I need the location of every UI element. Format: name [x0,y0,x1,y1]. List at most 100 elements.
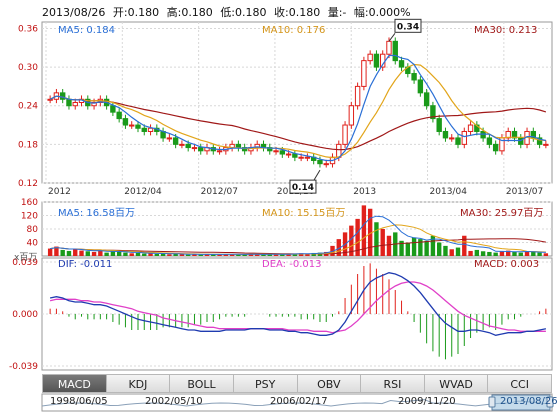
volume-bar [116,251,122,256]
volume-bar [60,249,65,256]
price-candle [191,147,198,150]
macd-dif-line [49,272,547,336]
volume-bar [405,242,411,256]
volume-y-tick: 120 [21,212,38,222]
price-y-tick: 0.18 [18,140,38,150]
volume-y-tick: 40 [27,239,39,249]
volume-bar [123,252,128,256]
volume-bar [374,222,379,256]
tab-psy[interactable]: PSY [233,374,298,393]
price-candle [172,137,179,145]
tab-kdj[interactable]: KDJ [106,374,171,393]
volume-bar [204,254,210,256]
price-candle [486,137,493,145]
volume-bar [248,253,254,256]
navigator-date-1: 1998/06/05 [50,396,108,407]
volume-bar [280,253,285,256]
price-ma5-legend: MA5: 0.184 [58,25,116,36]
price-candle [430,105,436,120]
volume-bar [273,253,279,256]
price-candle [455,137,461,145]
price-x-tick: 2013/04 [430,187,468,197]
volume-bar [255,254,260,256]
price-candle [386,40,392,55]
price-x-tick: 2012/04 [124,187,162,197]
volume-bar [298,253,304,256]
tab-wvad[interactable]: WVAD [424,374,489,393]
volume-bar [192,254,197,256]
navigator-date-2: 2002/05/10 [145,396,203,407]
quote-low: 低:0.180 [220,6,267,19]
volume-bar [531,251,536,256]
price-annotation-leader [388,33,396,42]
volume-bar [261,254,266,256]
tab-boll[interactable]: BOLL [170,374,234,393]
price-candle [417,79,424,94]
volume-bar [242,254,247,256]
price-candle [235,143,242,149]
volume-bar [135,252,141,256]
price-candle [66,98,72,107]
volume-bar [217,254,222,256]
quote-date: 2013/08/26 [42,6,106,19]
volume-bar [47,248,53,256]
volume-bar [462,235,467,256]
price-candle [411,73,417,81]
volume-bar [399,240,404,256]
navigator-right-handle [546,396,554,408]
volume-bar [449,249,454,256]
price-ma10-line [49,63,546,159]
volume-bar [430,235,436,256]
price-annotation-leader [313,169,321,181]
price-candle [436,118,442,132]
price-ma5-line [49,54,547,162]
price-candle [530,130,537,139]
price-candle [47,98,53,101]
volume-bar [480,251,486,256]
price-annotation-box [289,179,317,194]
volume-bar [436,242,442,256]
volume-bar [443,245,448,256]
volume-bar [142,253,147,256]
volume-bar [129,253,134,256]
volume-bar [79,250,84,256]
price-candle [166,137,173,140]
volume-bar [355,218,360,256]
volume-bar [543,253,549,256]
price-candle [129,124,135,127]
price-candle [449,137,455,140]
quote-open: 开:0.180 [112,6,160,19]
price-candle [367,53,373,62]
volume-bar [198,254,203,256]
tab-cci[interactable]: CCI [488,374,552,393]
volume-bar [179,254,185,256]
price-candle [348,105,355,126]
price-ma30-legend: MA30: 0.213 [474,25,538,36]
volume-bar [286,254,291,256]
volume-bar [167,254,172,256]
price-candle [323,163,329,166]
tab-rsi[interactable]: RSI [361,374,425,393]
price-candle [304,156,311,159]
volume-bar [148,253,153,256]
price-panel-frame [41,21,553,184]
volume-bar [160,253,166,256]
price-candle [518,137,524,145]
navigator-left-handle [488,396,496,408]
price-candle [241,147,248,152]
volume-bar [512,251,517,256]
price-candle [461,130,467,145]
volume-bar [54,246,59,256]
tab-obv[interactable]: OBV [297,374,362,393]
volume-ma10-legend: MA10: 15.15百万 [262,208,346,219]
volume-bar [474,249,480,256]
price-x-tick: 2012 [48,187,71,197]
price-x-tick: 2012/07 [201,187,238,197]
volume-ma5-legend: MA5: 16.58百万 [58,208,136,219]
price-candle [317,159,323,165]
price-candle [198,147,204,152]
volume-bar [66,250,72,256]
tab-macd[interactable]: MACD [42,374,107,393]
